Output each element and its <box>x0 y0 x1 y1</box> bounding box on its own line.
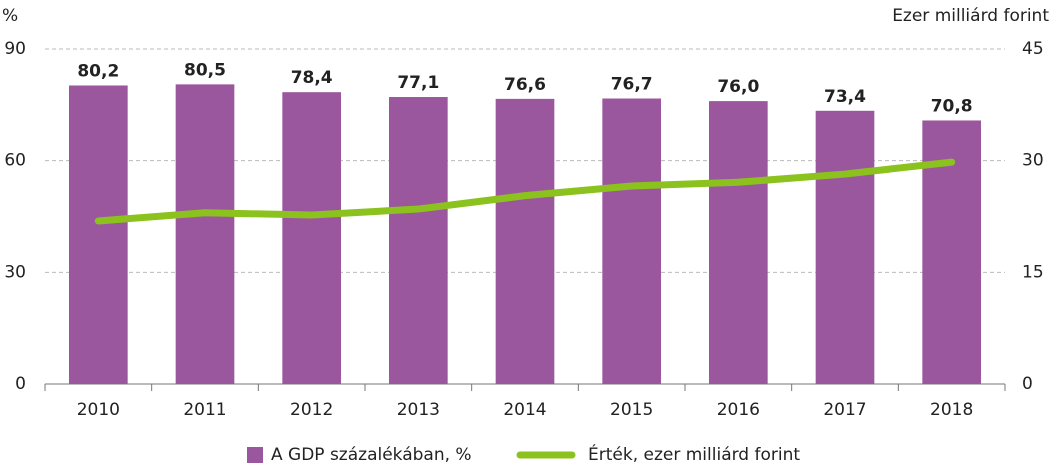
bar <box>602 98 661 384</box>
y2-tick-label: 30 <box>1022 151 1044 171</box>
value-label: 77,1 <box>397 73 439 93</box>
x-tick-label: 2011 <box>183 400 226 420</box>
legend-label: Érték, ezer milliárd forint <box>588 443 800 465</box>
line <box>94 158 956 225</box>
y2-tick-label: 15 <box>1022 262 1044 282</box>
x-tick-label: 2017 <box>823 400 866 420</box>
x-tick-label: 2014 <box>503 400 546 420</box>
value-label: 80,5 <box>184 60 226 80</box>
x-tick-label: 2018 <box>930 400 973 420</box>
x-tick-label: 2013 <box>397 400 440 420</box>
y-axis-label: % <box>2 6 18 26</box>
bar <box>495 98 555 384</box>
value-label: 80,2 <box>77 61 119 81</box>
bar <box>175 84 235 384</box>
bar <box>69 85 128 384</box>
value-label: 78,4 <box>291 68 333 88</box>
legend-label: A GDP százalékában, % <box>271 445 472 465</box>
y-tick-label: 0 <box>15 374 26 394</box>
x-tick-label: 2010 <box>77 400 120 420</box>
bar <box>282 92 341 384</box>
legend-swatch <box>247 447 263 463</box>
bar <box>709 101 768 384</box>
value-label: 76,0 <box>717 77 759 97</box>
y2-tick-label: 45 <box>1022 39 1044 59</box>
x-tick-label: 2016 <box>717 400 760 420</box>
y-tick-label: 90 <box>4 39 26 59</box>
y2-axis-label: Ezer milliárd forint <box>892 6 1049 26</box>
y2-tick-label: 0 <box>1022 374 1033 394</box>
y-tick-label: 60 <box>4 151 26 171</box>
y-tick-label: 30 <box>4 262 26 282</box>
bar <box>389 97 448 385</box>
bar <box>815 110 875 385</box>
value-label: 73,4 <box>824 87 866 107</box>
x-tick-label: 2015 <box>610 400 653 420</box>
x-tick-label: 2012 <box>290 400 333 420</box>
value-label: 76,7 <box>611 75 653 95</box>
value-label: 76,6 <box>504 75 546 95</box>
value-label: 70,8 <box>931 96 973 116</box>
